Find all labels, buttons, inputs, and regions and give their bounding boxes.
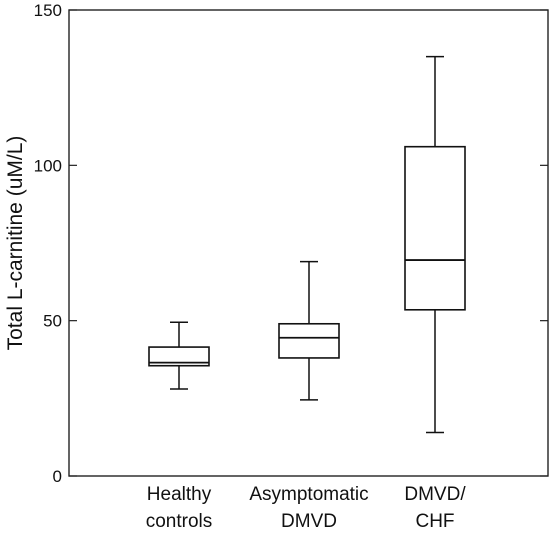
category-label: DMVD [281,511,337,532]
category-label: Healthy [147,484,212,505]
y-tick-label: 0 [53,467,62,486]
category-label: controls [146,511,213,532]
box-item [404,55,466,434]
category-label: Asymptomatic [249,484,368,505]
box-item [148,321,210,390]
y-tick-label: 50 [43,312,62,331]
category-label: DMVD/ [404,484,466,505]
y-tick-label: 100 [34,156,62,175]
plot-frame [68,9,549,477]
y-tick-label: 150 [34,1,62,20]
iqr-box [278,322,340,359]
iqr-box [404,145,466,311]
y-axis: 0 50 100 150 [34,1,548,486]
iqr-box [148,346,210,367]
x-axis-category-labels: Healthy controls Asymptomatic DMVD DMVD/CHF [146,484,467,532]
category-label: CHF [415,511,454,532]
box-item [278,260,340,401]
y-axis-title: Total L-carnitine (uM/L) [4,136,27,351]
box-series [148,55,466,434]
